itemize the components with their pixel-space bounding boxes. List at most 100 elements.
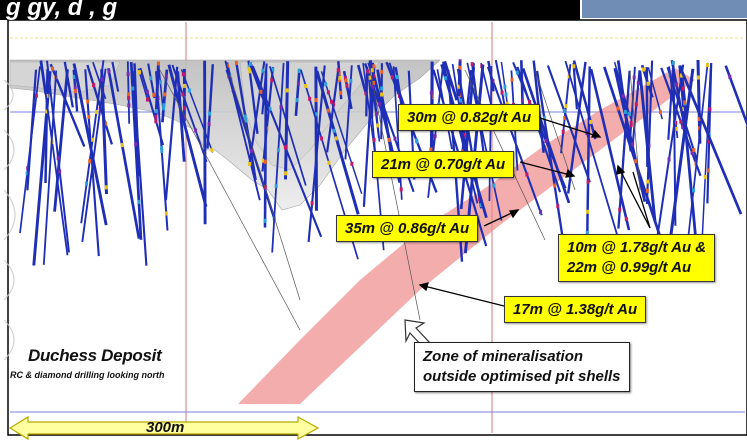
assay-interval [647,143,651,148]
assay-interval [634,159,638,164]
assay-interval [88,159,92,164]
assay-interval [334,136,338,141]
callout-22m-line: 22m @ 0.99g/t Au [567,259,692,276]
drill-hole-trace [616,60,633,152]
leader-lines [418,117,651,307]
drill-hole-trace [560,64,572,154]
drill-hole-trace [672,66,677,226]
arrowhead-c1 [590,129,602,138]
assay-interval [283,145,287,150]
assay-interval [156,61,160,66]
scale-bar-arrow [8,415,320,441]
title-band [0,0,580,20]
drill-hole-trace [72,63,108,226]
mineralisation-note-line1: Zone of mineralisation [423,348,584,365]
assay-interval [500,90,504,95]
assay-interval [708,107,712,112]
assay-interval [553,183,557,188]
assay-interval [658,110,662,115]
assay-interval [415,139,419,144]
assay-interval [207,122,211,127]
assay-interval [145,90,149,95]
assay-interval [377,102,381,107]
assay-interval [563,115,567,120]
drill-hole-trace [147,63,156,99]
assay-interval [326,108,330,113]
assay-interval [131,86,135,91]
pit-shell-inner [239,61,381,171]
deposit-title: Duchess Deposit [28,346,162,365]
callout-17m: 17m @ 1.38g/t Au [504,296,647,323]
drill-hole-trace [180,69,214,153]
assay-interval [372,64,376,69]
assay-interval [268,106,272,111]
assay-interval [528,100,532,104]
deep-drill-hole [629,69,641,191]
assay-interval [285,88,289,93]
assay-interval [326,90,330,95]
assay-interval [208,111,212,116]
drill-hole-trace [443,60,459,101]
drill-hole-trace [546,65,591,183]
drill-hole-trace [486,66,543,216]
assay-interval [681,86,685,91]
drill-hole-trace [86,64,113,145]
leader-c2 [519,161,575,177]
drill-hole-trace [294,70,301,116]
assay-interval [504,92,508,97]
assay-interval [705,63,709,67]
leader-c1 [539,117,601,138]
assay-interval [728,74,732,79]
assay-interval [182,106,186,111]
assay-interval [234,60,238,65]
assay-interval [104,121,107,126]
assay-interval [182,115,186,120]
assay-interval [271,67,275,72]
assay-interval [261,68,265,73]
assay-interval [127,96,131,101]
assay-interval [314,98,318,103]
assay-interval [510,77,514,82]
drill-hole-trace [686,62,709,247]
assay-interval [138,70,141,75]
assay-interval [56,156,60,161]
drill-hole-trace [314,66,318,211]
assay-interval [344,78,348,83]
assay-interval [92,83,96,88]
assay-interval [314,112,318,117]
assay-interval [681,124,685,129]
assay-interval [58,169,62,174]
assay-interval [276,148,280,153]
assay-interval [160,146,164,150]
drill-hole-trace [107,68,141,239]
assay-interval [182,83,186,88]
drill-hole-trace [679,67,743,215]
drill-hole-trace [129,62,143,240]
slide-title: g gy, d , g [6,0,118,21]
assay-interval [270,78,274,83]
assay-interval [380,69,384,74]
assay-interval [87,114,91,119]
assay-interval [160,149,164,153]
assay-interval [162,106,166,111]
assay-interval [26,166,30,171]
scale-bar-label: 300m [146,419,185,436]
assay-interval [73,89,77,94]
assay-interval [376,123,380,128]
assay-interval [51,66,54,71]
assay-interval [320,136,324,141]
assay-interval [585,230,589,235]
assay-interval [586,179,590,184]
assay-interval [107,69,111,74]
assay-interval [387,137,391,142]
assay-interval [683,100,687,105]
assay-interval [343,76,347,81]
assay-interval [492,183,496,188]
assay-interval [525,172,529,177]
assay-interval [154,109,158,113]
assay-interval [120,143,124,148]
drill-hole-trace [326,68,340,153]
assay-interval [636,81,640,85]
assay-interval [345,83,349,88]
